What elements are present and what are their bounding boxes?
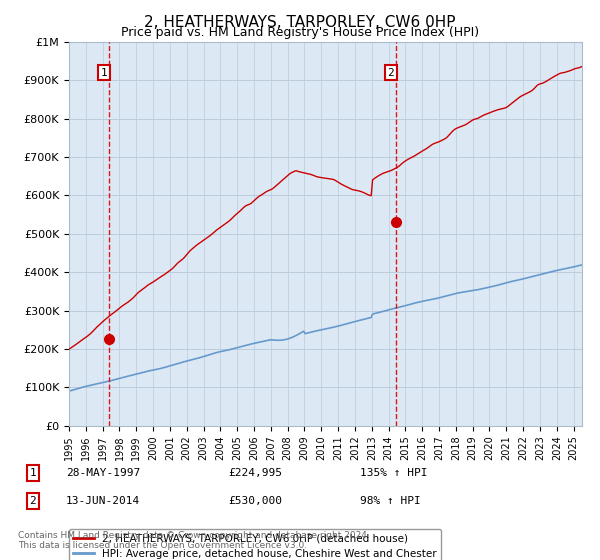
Text: 2: 2 [388, 68, 394, 78]
Text: 2, HEATHERWAYS, TARPORLEY, CW6 0HP: 2, HEATHERWAYS, TARPORLEY, CW6 0HP [144, 15, 456, 30]
Text: 2: 2 [29, 496, 37, 506]
Text: Price paid vs. HM Land Registry's House Price Index (HPI): Price paid vs. HM Land Registry's House … [121, 26, 479, 39]
Text: £224,995: £224,995 [228, 468, 282, 478]
Text: 98% ↑ HPI: 98% ↑ HPI [360, 496, 421, 506]
Text: 1: 1 [29, 468, 37, 478]
Text: 135% ↑ HPI: 135% ↑ HPI [360, 468, 427, 478]
Text: 13-JUN-2014: 13-JUN-2014 [66, 496, 140, 506]
Text: Contains HM Land Registry data © Crown copyright and database right 2024.
This d: Contains HM Land Registry data © Crown c… [18, 530, 370, 550]
Text: 28-MAY-1997: 28-MAY-1997 [66, 468, 140, 478]
Text: £530,000: £530,000 [228, 496, 282, 506]
Legend: 2, HEATHERWAYS, TARPORLEY, CW6 0HP (detached house), HPI: Average price, detache: 2, HEATHERWAYS, TARPORLEY, CW6 0HP (deta… [69, 529, 441, 560]
Text: 1: 1 [101, 68, 107, 78]
